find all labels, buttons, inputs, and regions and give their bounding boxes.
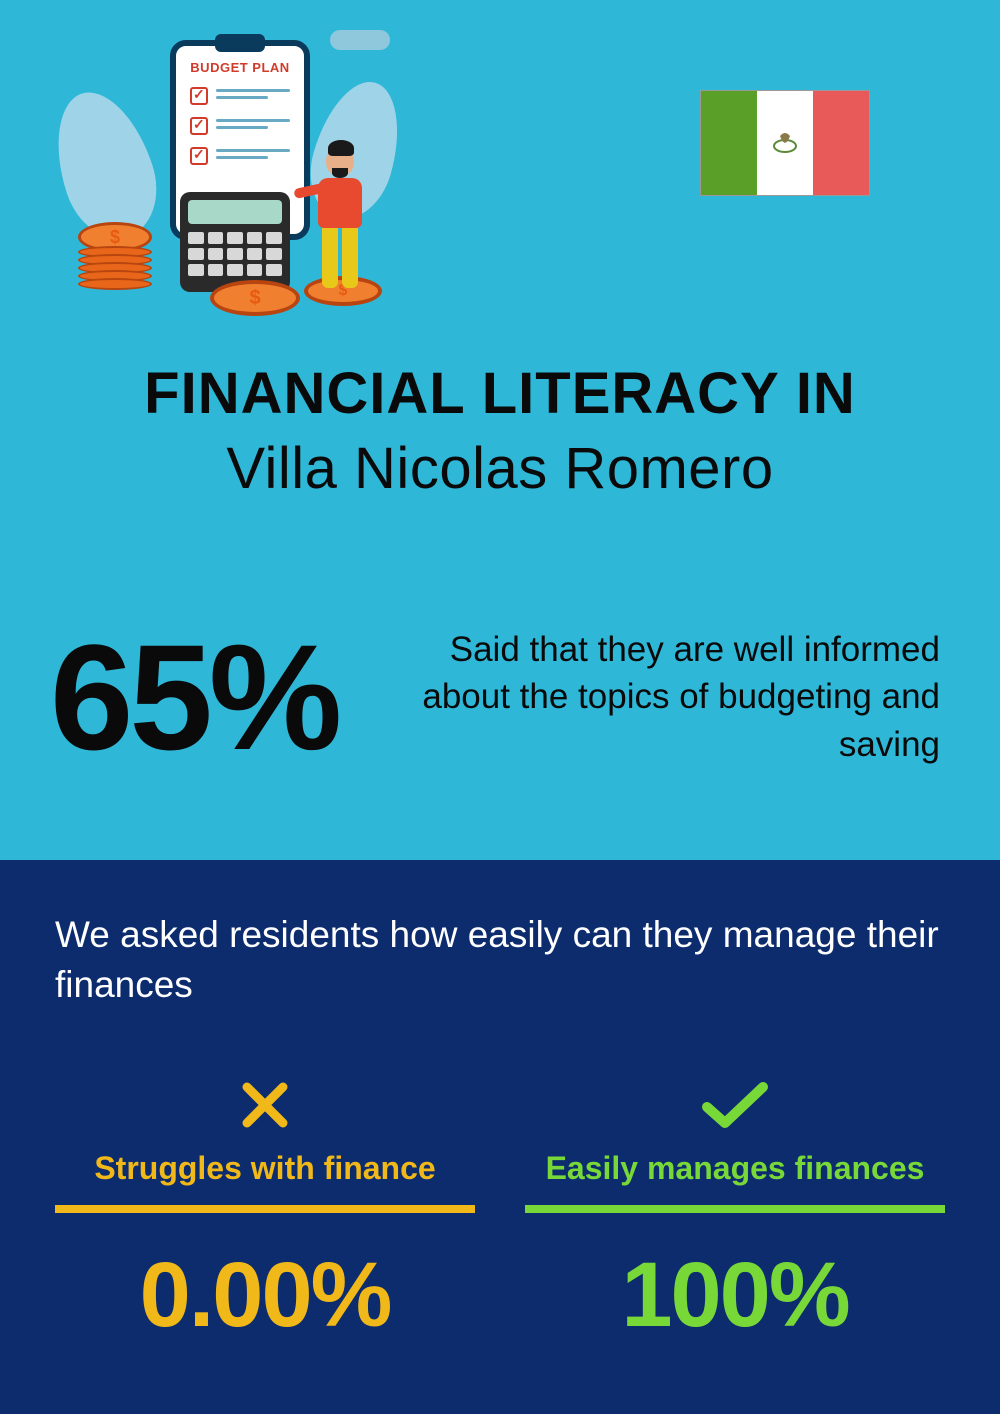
- coin-flat: $: [210, 280, 300, 316]
- coin-stack: $: [78, 222, 152, 290]
- title-line2: Villa Nicolas Romero: [50, 435, 950, 502]
- clipboard-clip: [215, 34, 265, 52]
- manages-label: Easily manages finances: [525, 1150, 945, 1187]
- checklist-row: [190, 147, 290, 165]
- calculator: [180, 192, 290, 292]
- struggles-value: 0.00%: [55, 1243, 475, 1348]
- flag-white-stripe: [757, 91, 813, 195]
- main-stat-row: 65% Said that they are well informed abo…: [50, 622, 950, 772]
- flag-green-stripe: [701, 91, 757, 195]
- title-line1: FINANCIAL LITERACY IN: [50, 360, 950, 427]
- infographic-page: BUDGET PLAN $: [0, 0, 1000, 1414]
- struggles-divider: [55, 1205, 475, 1213]
- question-text: We asked residents how easily can they m…: [55, 910, 945, 1010]
- flag-emblem-icon: [768, 126, 802, 160]
- result-struggles: Struggles with finance 0.00%: [55, 1070, 475, 1348]
- cross-icon: [55, 1070, 475, 1140]
- budget-illustration: BUDGET PLAN $: [50, 30, 390, 320]
- bottom-section: We asked residents how easily can they m…: [0, 860, 1000, 1414]
- person-figure: [310, 146, 370, 296]
- clipboard-title: BUDGET PLAN: [176, 60, 304, 75]
- struggles-label: Struggles with finance: [55, 1150, 475, 1187]
- mexico-flag: [700, 90, 870, 196]
- manages-value: 100%: [525, 1243, 945, 1348]
- main-stat-description: Said that they are well informed about t…: [368, 626, 950, 768]
- cloud-shape: [330, 30, 390, 50]
- header-row: BUDGET PLAN $: [50, 30, 950, 320]
- checklist-row: [190, 117, 290, 135]
- manages-divider: [525, 1205, 945, 1213]
- check-icon: [525, 1070, 945, 1140]
- results-row: Struggles with finance 0.00% Easily mana…: [55, 1070, 945, 1348]
- result-manages: Easily manages finances 100%: [525, 1070, 945, 1348]
- title-block: FINANCIAL LITERACY IN Villa Nicolas Rome…: [50, 360, 950, 502]
- main-stat-percent: 65%: [50, 622, 338, 772]
- top-section: BUDGET PLAN $: [0, 0, 1000, 860]
- flag-red-stripe: [813, 91, 869, 195]
- checklist-row: [190, 87, 290, 105]
